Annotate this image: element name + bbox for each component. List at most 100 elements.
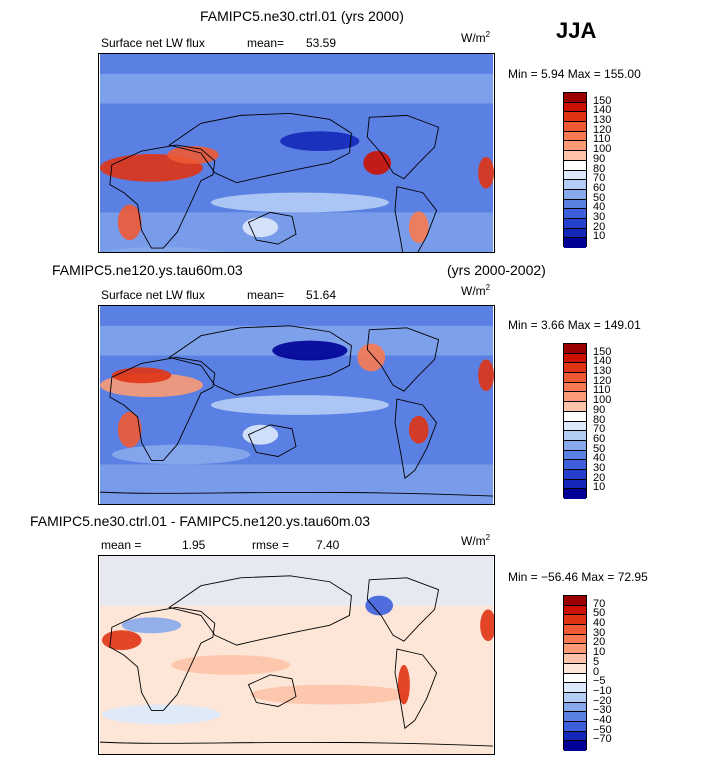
colorbar-swatch xyxy=(564,411,586,422)
colorbar-swatch xyxy=(564,170,586,181)
map-field xyxy=(99,556,494,754)
colorbar-level-label: 30 xyxy=(593,461,606,474)
colorbar-level-label: 120 xyxy=(593,123,612,136)
colorbar-swatch xyxy=(564,440,586,451)
colorbar-level-label: 150 xyxy=(593,94,612,107)
colorbar-level-label: 20 xyxy=(593,220,606,233)
colorbar-swatch xyxy=(564,469,586,480)
colorbar-swatch xyxy=(564,731,586,742)
colorbar-level-label: 20 xyxy=(593,471,606,484)
colorbar-swatch xyxy=(564,450,586,461)
panel1-title: FAMIPC5.ne30.ctrl.01 (yrs 2000) xyxy=(200,8,404,24)
panel2-minmax: Min = 3.66 Max = 149.01 xyxy=(508,318,641,332)
colorbar-level-label: 130 xyxy=(593,365,612,378)
colorbar-swatch xyxy=(564,625,586,635)
colorbar-level-label: 5 xyxy=(593,655,600,668)
colorbar-level-label: −5 xyxy=(593,675,606,688)
units-base: W/m xyxy=(461,31,486,45)
colorbar-swatch xyxy=(564,392,586,403)
colorbar-swatch xyxy=(564,431,586,441)
colorbar-level-label: 100 xyxy=(593,394,612,407)
colorbar-level-label: 50 xyxy=(593,191,606,204)
colorbar-level-label: −30 xyxy=(593,704,612,717)
colorbar-level-label: 20 xyxy=(593,636,606,649)
colorbar-swatch xyxy=(564,644,586,655)
colorbar-level-label: 30 xyxy=(593,210,606,223)
colorbar-level-label: −40 xyxy=(593,713,612,726)
colorbar-swatch xyxy=(564,122,586,132)
colorbar-swatch xyxy=(564,199,586,210)
panel1-map xyxy=(98,53,495,253)
colorbar-level-label: −70 xyxy=(593,733,612,746)
panel2-field-label: Surface net LW flux xyxy=(101,288,205,302)
colorbar-swatch xyxy=(564,615,586,626)
colorbar-level-label: 40 xyxy=(593,452,606,465)
colorbar-swatch xyxy=(564,151,586,161)
colorbar-swatch xyxy=(564,160,586,171)
colorbar-swatch xyxy=(564,654,586,664)
panel3-rmse-value: 7.40 xyxy=(316,538,340,552)
colorbar-level-label: 100 xyxy=(593,143,612,156)
colorbar-level-label: 70 xyxy=(593,597,606,610)
colorbar-swatch xyxy=(564,402,586,412)
colorbar-swatch xyxy=(564,353,586,364)
units-base: W/m xyxy=(461,534,486,548)
colorbar-level-label: 110 xyxy=(593,384,611,397)
colorbar-level-label: −50 xyxy=(593,723,612,736)
colorbar-swatch xyxy=(564,634,586,645)
panel3-colorbar xyxy=(563,595,587,751)
panel2-years: (yrs 2000-2002) xyxy=(447,262,546,278)
colorbar-level-label: 90 xyxy=(593,403,606,416)
colorbar-swatch xyxy=(564,382,586,393)
units-exponent: 2 xyxy=(485,30,491,39)
panel3-minmax: Min = −56.46 Max = 72.95 xyxy=(508,570,648,584)
colorbar-level-label: 10 xyxy=(593,481,606,494)
colorbar-swatch xyxy=(564,93,586,103)
panel1-mean-label: mean= xyxy=(247,36,285,50)
colorbar-swatch xyxy=(564,673,586,684)
colorbar-swatch xyxy=(564,702,586,713)
colorbar-level-label: −20 xyxy=(593,694,612,707)
colorbar-level-label: 150 xyxy=(593,345,612,358)
colorbar-swatch xyxy=(564,683,586,693)
colorbar-level-label: 30 xyxy=(593,626,606,639)
colorbar-level-label: 70 xyxy=(593,172,606,185)
panel1-mean-value: 53.59 xyxy=(306,36,337,50)
panel2-map xyxy=(98,305,495,505)
colorbar-swatch xyxy=(564,373,586,383)
colorbar-level-label: 50 xyxy=(593,442,606,455)
panel2-mean-value: 51.64 xyxy=(306,288,337,302)
colorbar-swatch xyxy=(564,344,586,354)
colorbar-swatch xyxy=(564,741,586,751)
colorbar-level-label: 80 xyxy=(593,413,606,426)
panel2-colorbar xyxy=(563,343,587,499)
panel3-units: W/m2 xyxy=(461,533,490,548)
colorbar-swatch xyxy=(564,218,586,229)
panel3-mean-value: 1.95 xyxy=(182,538,206,552)
panel3-map xyxy=(98,555,495,755)
panel2-title: FAMIPC5.ne120.ys.tau60m.03 xyxy=(52,262,243,278)
colorbar-level-label: 110 xyxy=(593,133,611,146)
colorbar-swatch xyxy=(564,712,586,722)
colorbar-swatch xyxy=(564,721,586,732)
colorbar-swatch xyxy=(564,363,586,374)
colorbar-level-label: −10 xyxy=(593,684,612,697)
colorbar-level-label: 40 xyxy=(593,617,606,630)
panel1-colorbar xyxy=(563,92,587,248)
colorbar-swatch xyxy=(564,692,586,703)
panel2-units: W/m2 xyxy=(461,283,490,298)
colorbar-swatch xyxy=(564,663,586,674)
panel3-title: FAMIPC5.ne30.ctrl.01 - FAMIPC5.ne120.ys.… xyxy=(30,513,371,529)
colorbar-level-label: 10 xyxy=(593,646,606,659)
colorbar-level-label: 80 xyxy=(593,162,606,175)
panel3-mean-label: mean = xyxy=(101,538,142,552)
colorbar-swatch xyxy=(564,209,586,219)
colorbar-swatch xyxy=(564,421,586,432)
colorbar-swatch xyxy=(564,460,586,470)
panel1-field-label: Surface net LW flux xyxy=(101,36,205,50)
colorbar-swatch xyxy=(564,112,586,123)
colorbar-swatch xyxy=(564,479,586,490)
colorbar-level-label: 50 xyxy=(593,607,606,620)
colorbar-swatch xyxy=(564,141,586,152)
panel1-minmax: Min = 5.94 Max = 155.00 xyxy=(508,67,641,81)
